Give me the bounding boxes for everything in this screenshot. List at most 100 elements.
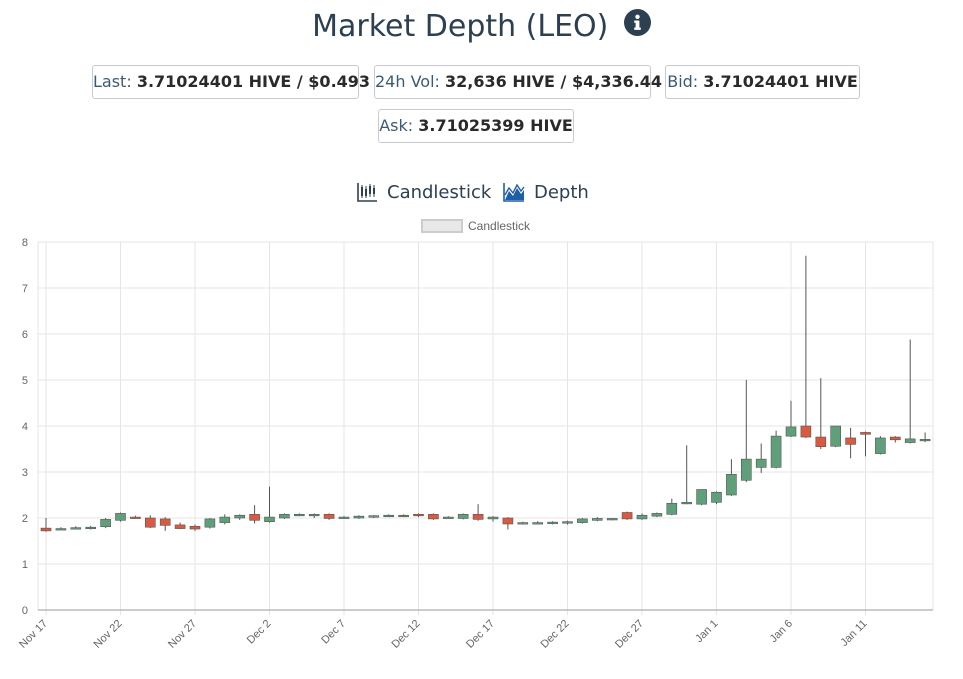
candle-body[interactable] [904, 438, 916, 443]
candle-body[interactable] [815, 436, 827, 447]
candle-body[interactable] [457, 514, 469, 519]
page-title: Market Depth (LEO) [312, 9, 609, 44]
candle-body[interactable] [100, 519, 111, 528]
x-tick-label: Dec 2 [245, 618, 274, 647]
candle-body[interactable] [413, 514, 424, 517]
candle-body[interactable] [323, 514, 335, 519]
candle-body[interactable] [711, 491, 722, 503]
candle-body[interactable] [621, 512, 633, 520]
candle-body[interactable] [368, 515, 380, 518]
y-tick-label: 2 [22, 513, 28, 525]
x-tick-label: Nov 17 [17, 618, 50, 651]
candle-body[interactable] [145, 517, 156, 528]
volume-label: 24h Vol: [375, 72, 440, 91]
y-tick-label: 1 [22, 559, 28, 571]
y-tick-label: 5 [22, 375, 28, 387]
candle-body[interactable] [591, 518, 603, 521]
candle-body[interactable] [293, 514, 305, 517]
bid-label: Bid: [667, 72, 699, 91]
y-tick-label: 0 [22, 605, 28, 617]
y-tick-label: 6 [22, 329, 28, 341]
candle-body[interactable] [383, 514, 395, 518]
candle-body[interactable] [70, 527, 82, 530]
candle-body[interactable] [666, 502, 678, 515]
candle-body[interactable] [115, 513, 126, 521]
candle-body[interactable] [204, 518, 216, 528]
candle-body[interactable] [189, 525, 201, 530]
candle-body[interactable] [264, 516, 275, 522]
candle-body[interactable] [681, 502, 693, 505]
candle-body[interactable] [889, 436, 901, 441]
candle-body[interactable] [726, 473, 737, 496]
candle-body[interactable] [159, 518, 171, 526]
volume-value: 32,636 HIVE / $4,336.44 [445, 72, 663, 91]
bid-value: 3.71024401 HIVE [703, 72, 858, 91]
chart-legend[interactable]: Candlestick [421, 219, 531, 233]
candle-body[interactable] [249, 514, 260, 521]
volume-box: 24h Vol: 32,636 HIVE / $4,336.44 [374, 65, 662, 99]
candle-body[interactable] [577, 518, 588, 523]
x-tick-label: Jan 1 [693, 618, 721, 646]
info-circle-icon[interactable] [623, 9, 651, 44]
candle-body[interactable] [338, 516, 350, 519]
candle-body[interactable] [547, 521, 558, 524]
ask-box: Ask: 3.71025399 HIVE [378, 109, 574, 143]
candle-body[interactable] [740, 458, 752, 481]
candle-body[interactable] [85, 526, 96, 530]
candle-body[interactable] [308, 514, 320, 517]
y-tick-label: 4 [22, 421, 28, 433]
candle-body[interactable] [875, 437, 886, 454]
candle-body[interactable] [919, 439, 931, 442]
x-tick-label: Jan 6 [768, 618, 796, 646]
bid-box: Bid: 3.71024401 HIVE [665, 65, 860, 99]
candle-body[interactable] [174, 524, 186, 529]
legend-label: Candlestick [468, 219, 531, 233]
ask-value: 3.71025399 HIVE [418, 116, 573, 135]
candle-body[interactable] [398, 514, 409, 518]
tab-depth-label: Depth [534, 181, 589, 203]
candle-body[interactable] [860, 432, 871, 435]
candle-body[interactable] [785, 426, 797, 437]
x-tick-label: Nov 22 [91, 618, 124, 651]
candle-body[interactable] [845, 437, 856, 445]
candle-body[interactable] [130, 516, 141, 519]
candle-body[interactable] [532, 522, 544, 525]
candle-body[interactable] [234, 514, 245, 519]
y-tick-label: 7 [22, 283, 28, 295]
candle-body[interactable] [472, 514, 484, 520]
candle-body[interactable] [502, 517, 514, 525]
candle-body[interactable] [55, 528, 67, 531]
tab-depth[interactable]: Depth [503, 180, 589, 204]
tab-candlestick-label: Candlestick [387, 181, 492, 203]
candle-body[interactable] [696, 489, 707, 505]
y-tick-label: 3 [22, 467, 28, 479]
ask-label: Ask: [379, 116, 414, 135]
x-tick-label: Dec 17 [464, 618, 497, 651]
candle-body[interactable] [636, 514, 648, 520]
candle-body[interactable] [770, 435, 782, 468]
candlestick-icon [357, 183, 377, 202]
x-tick-label: Dec 7 [319, 618, 348, 647]
candle-body[interactable] [517, 522, 529, 525]
candle-body[interactable] [428, 514, 439, 520]
candle-body[interactable] [279, 514, 290, 519]
candle-body[interactable] [442, 516, 454, 519]
x-tick-label: Dec 22 [538, 618, 571, 651]
candlestick-chart: Candlestick 0 1 2 3 4 5 6 7 8 Nov 17 Nov 22 Nov 27… [17, 219, 934, 651]
candle-body[interactable] [219, 516, 231, 523]
last-price-box: Last: 3.71024401 HIVE / $0.493 [92, 65, 370, 99]
candle-body[interactable] [651, 513, 663, 517]
candle-body[interactable] [830, 425, 842, 447]
x-tick-label: Dec 27 [613, 618, 646, 651]
candle-body[interactable] [800, 425, 812, 438]
candle-body[interactable] [562, 521, 573, 524]
x-tick-label: Nov 27 [166, 618, 199, 651]
last-label: Last: [93, 72, 132, 91]
tab-candlestick[interactable]: Candlestick [357, 180, 491, 204]
candle-body[interactable] [606, 518, 618, 521]
page-title-row: Market Depth (LEO) [0, 8, 963, 44]
candle-body[interactable] [353, 515, 365, 519]
candle-body[interactable] [487, 516, 499, 520]
candle-body[interactable] [755, 458, 767, 468]
candle-body[interactable] [40, 527, 52, 532]
